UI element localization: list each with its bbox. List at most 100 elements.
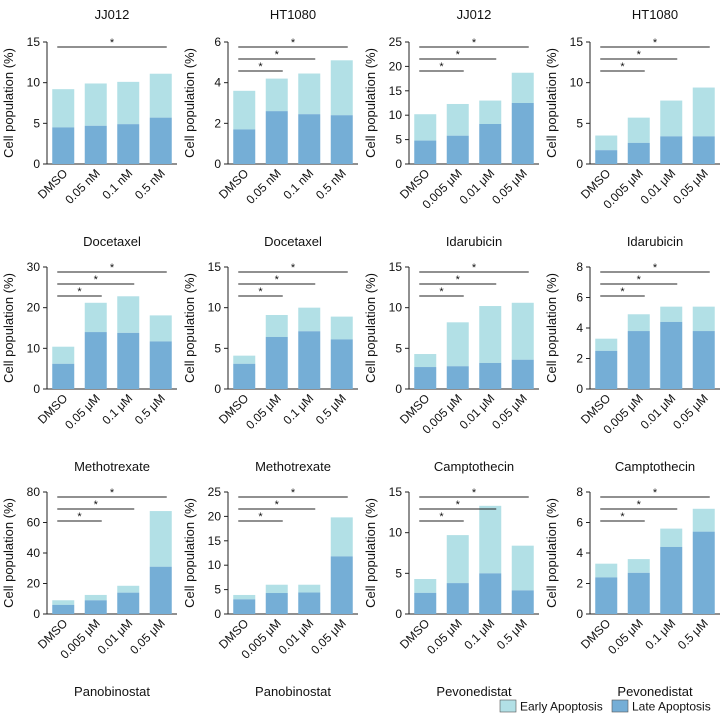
- x-tick-label: 0.01 μM: [95, 616, 136, 657]
- y-tick-label: 0: [214, 607, 221, 621]
- significance-star: *: [456, 49, 461, 61]
- drug-label: Panobinostat: [74, 684, 150, 699]
- bar-early-apoptosis: [330, 60, 353, 116]
- bar-late-apoptosis: [84, 125, 107, 164]
- bar-late-apoptosis: [149, 566, 172, 614]
- x-tick-label: 0.1 μM: [280, 391, 316, 427]
- y-axis-label: Cell population (%): [363, 273, 378, 383]
- significance-star: *: [620, 286, 625, 298]
- y-tick-label: 4: [214, 76, 221, 90]
- bar-early-apoptosis: [117, 585, 140, 593]
- bar-early-apoptosis: [298, 73, 321, 115]
- bar-late-apoptosis: [117, 332, 140, 389]
- y-tick-label: 0: [576, 382, 583, 396]
- y-tick-label: 60: [27, 516, 41, 530]
- drug-label: Docetaxel: [83, 234, 141, 249]
- legend-swatch: [611, 699, 629, 713]
- y-tick-label: 5: [214, 341, 221, 355]
- bar-early-apoptosis: [265, 78, 288, 112]
- y-tick-label: 10: [570, 76, 584, 90]
- x-tick-label: 0.05 μM: [489, 391, 530, 432]
- bar-late-apoptosis: [149, 341, 172, 389]
- x-tick-label: 0.05 μM: [670, 166, 711, 207]
- significance-star: *: [258, 61, 263, 73]
- bar-early-apoptosis: [233, 355, 256, 364]
- x-tick-label: 0.05 μM: [308, 616, 349, 657]
- y-tick-label: 0: [33, 607, 40, 621]
- y-tick-label: 0: [576, 157, 583, 171]
- x-tick-label: 0.05 nM: [243, 166, 284, 207]
- bar-late-apoptosis: [479, 123, 502, 164]
- significance-star: *: [275, 499, 280, 511]
- bar-late-apoptosis: [149, 117, 172, 164]
- bar-late-apoptosis: [660, 546, 683, 614]
- bar-late-apoptosis: [233, 599, 256, 614]
- x-tick-label: 0.01 μM: [638, 166, 679, 207]
- y-tick-label: 5: [395, 566, 402, 580]
- x-tick-label: 0.5 nM: [132, 166, 168, 202]
- bar-late-apoptosis: [627, 572, 650, 614]
- bar-early-apoptosis: [627, 314, 650, 332]
- y-axis-label: Cell population (%): [182, 48, 197, 158]
- legend-label: Late Apoptosis: [632, 700, 711, 714]
- drug-label: Docetaxel: [264, 234, 322, 249]
- bar-early-apoptosis: [149, 315, 172, 342]
- bar-early-apoptosis: [595, 338, 618, 351]
- bar-late-apoptosis: [330, 556, 353, 614]
- y-tick-label: 15: [208, 534, 222, 548]
- bar-late-apoptosis: [414, 367, 437, 389]
- y-tick-label: 10: [27, 76, 41, 90]
- bar-early-apoptosis: [149, 511, 172, 567]
- bar-late-apoptosis: [265, 593, 288, 614]
- y-tick-label: 40: [27, 546, 41, 560]
- y-axis-label: Cell population (%): [544, 48, 559, 158]
- y-tick-label: 4: [576, 546, 583, 560]
- bar-early-apoptosis: [84, 83, 107, 126]
- y-tick-label: 0: [576, 607, 583, 621]
- y-tick-label: 0: [395, 382, 402, 396]
- y-tick-label: 8: [576, 260, 583, 274]
- x-tick-label: 0.01 μM: [638, 391, 679, 432]
- x-tick-label: 0.5 μM: [132, 391, 168, 427]
- bar-early-apoptosis: [117, 296, 140, 333]
- significance-star: *: [456, 499, 461, 511]
- y-tick-label: 30: [27, 260, 41, 274]
- drug-label: Methotrexate: [255, 459, 331, 474]
- bar-early-apoptosis: [265, 584, 288, 594]
- x-tick-label: 0.01 μM: [457, 166, 498, 207]
- y-tick-label: 0: [395, 607, 402, 621]
- x-tick-label: 0.5 μM: [494, 616, 530, 652]
- y-tick-label: 0: [214, 382, 221, 396]
- significance-star: *: [110, 37, 115, 49]
- bar-late-apoptosis: [414, 592, 437, 614]
- y-tick-label: 20: [27, 577, 41, 591]
- bar-early-apoptosis: [595, 563, 618, 578]
- significance-star: *: [77, 286, 82, 298]
- bar-late-apoptosis: [446, 583, 469, 614]
- x-tick-label: 0.1 nM: [100, 166, 136, 202]
- y-tick-label: 20: [389, 59, 403, 73]
- x-tick-label: 0.05 μM: [62, 391, 103, 432]
- significance-star: *: [472, 262, 477, 274]
- y-tick-label: 15: [570, 35, 584, 49]
- y-tick-label: 6: [576, 516, 583, 530]
- bar-late-apoptosis: [52, 604, 75, 614]
- y-tick-label: 2: [214, 116, 221, 130]
- significance-star: *: [291, 262, 296, 274]
- significance-star: *: [77, 511, 82, 523]
- bar-late-apoptosis: [511, 359, 534, 389]
- drug-label: Idarubicin: [627, 234, 683, 249]
- bar-late-apoptosis: [692, 531, 715, 614]
- bar-late-apoptosis: [52, 363, 75, 389]
- legend-swatch: [499, 699, 517, 713]
- x-tick-label: 0.05 nM: [62, 166, 103, 207]
- bar-early-apoptosis: [511, 72, 534, 103]
- bar-late-apoptosis: [660, 321, 683, 389]
- panel-8: Panobinostat Cell population (%) 0 20 40 60 80…: [1, 485, 177, 699]
- bar-early-apoptosis: [692, 508, 715, 532]
- y-axis-label: Cell population (%): [1, 498, 16, 608]
